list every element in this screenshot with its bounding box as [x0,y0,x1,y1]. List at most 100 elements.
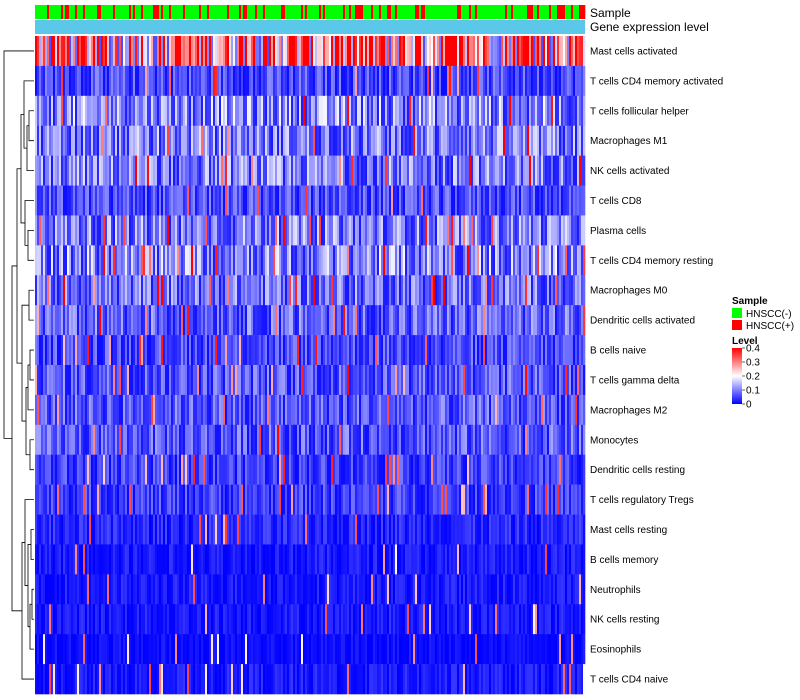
heatmap-cell [145,335,148,366]
heatmap-cell [433,125,436,156]
heatmap-cell [67,394,70,426]
heatmap-cell [81,185,84,216]
heatmap-cell [77,275,80,306]
heatmap-cell [271,185,274,216]
heatmap-cell [63,514,66,545]
heatmap-cell [513,36,516,67]
heatmap-cell [477,275,480,306]
heatmap-cell [459,95,462,127]
heatmap-cell [71,365,74,396]
heatmap-cell [273,95,276,127]
heatmap-cell [169,36,172,67]
heatmap-cell [347,36,350,67]
heatmap-cell [53,394,56,426]
sample-cell [221,5,224,19]
heatmap-cell [193,36,196,67]
heatmap-cell [559,185,562,216]
heatmap-cell [359,65,362,97]
heatmap-cell [95,335,98,366]
heatmap-cell [375,335,378,366]
heatmap-cell [71,155,74,186]
heatmap-cell [127,65,130,97]
heatmap-cell [167,65,170,97]
heatmap-cell [515,394,518,426]
heatmap-cell [47,36,50,67]
heatmap-cell [91,424,94,456]
sample-cell [313,5,316,19]
heatmap-cell [453,514,456,545]
sample-cell [441,5,444,19]
heatmap-cell [427,36,430,67]
heatmap-cell [395,365,398,396]
heatmap-cell [123,454,126,485]
heatmap-cell [331,454,334,485]
heatmap-cell [89,185,92,216]
heatmap-cell [247,394,250,426]
heatmap-cell [421,335,424,366]
heatmap-cell [275,365,278,396]
heatmap-cell [543,394,546,426]
heatmap-cell [583,365,586,396]
heatmap-cell [443,245,446,276]
heatmap-cell [257,454,260,485]
heatmap-cell [483,365,486,396]
heatmap-cell [103,365,106,396]
heatmap-cell [47,365,50,396]
heatmap-cell [355,36,358,67]
heatmap-cell [509,424,512,456]
heatmap-cell [213,335,216,366]
heatmap-cell [209,365,212,396]
heatmap-cell [213,125,216,156]
heatmap-cell [541,155,544,186]
heatmap-cell [193,424,196,456]
heatmap-cell [499,454,502,485]
heatmap-cell [309,215,312,246]
heatmap-cell [175,36,178,67]
heatmap-cell [193,215,196,246]
heatmap-cell [85,185,88,216]
heatmap-cell [363,65,366,97]
heatmap-cell [397,365,400,396]
heatmap-cell [207,305,210,336]
heatmap-cell [135,484,138,515]
heatmap-cell [485,65,488,97]
sample-cell [177,5,180,19]
heatmap-cell [461,454,464,485]
heatmap-cell [475,335,478,366]
heatmap-cell [583,155,586,186]
heatmap-cell [89,544,92,575]
heatmap-cell [191,394,194,426]
heatmap-cell [319,305,322,336]
heatmap-cell [521,215,524,246]
heatmap-cell [293,275,296,306]
heatmap-cell [105,484,108,515]
heatmap-cell [469,275,472,306]
heatmap-cell [421,125,424,156]
heatmap-cell [573,454,576,485]
heatmap-cell [441,36,444,67]
heatmap-cell [305,514,308,545]
heatmap-cell [151,424,154,456]
heatmap-cell [235,275,238,306]
heatmap-cell [511,514,514,545]
heatmap-cell [575,185,578,216]
heatmap-cell [503,155,506,186]
heatmap-cell [101,36,104,67]
heatmap-cell [369,305,372,336]
heatmap-cell [207,275,210,306]
sample-cell [297,5,300,19]
heatmap-cell [295,65,298,97]
heatmap-cell [255,424,258,456]
heatmap-cell [149,484,152,515]
heatmap-cell [417,424,420,456]
heatmap-cell [119,514,122,545]
heatmap-cell [115,335,118,366]
heatmap-cell [115,155,118,186]
sample-cell [321,5,324,19]
heatmap-cell [41,275,44,306]
heatmap-cell [403,454,406,485]
heatmap-cell [161,95,164,127]
heatmap-cell [407,335,410,366]
heatmap-cell [205,245,208,276]
heatmap-cell [119,484,122,515]
